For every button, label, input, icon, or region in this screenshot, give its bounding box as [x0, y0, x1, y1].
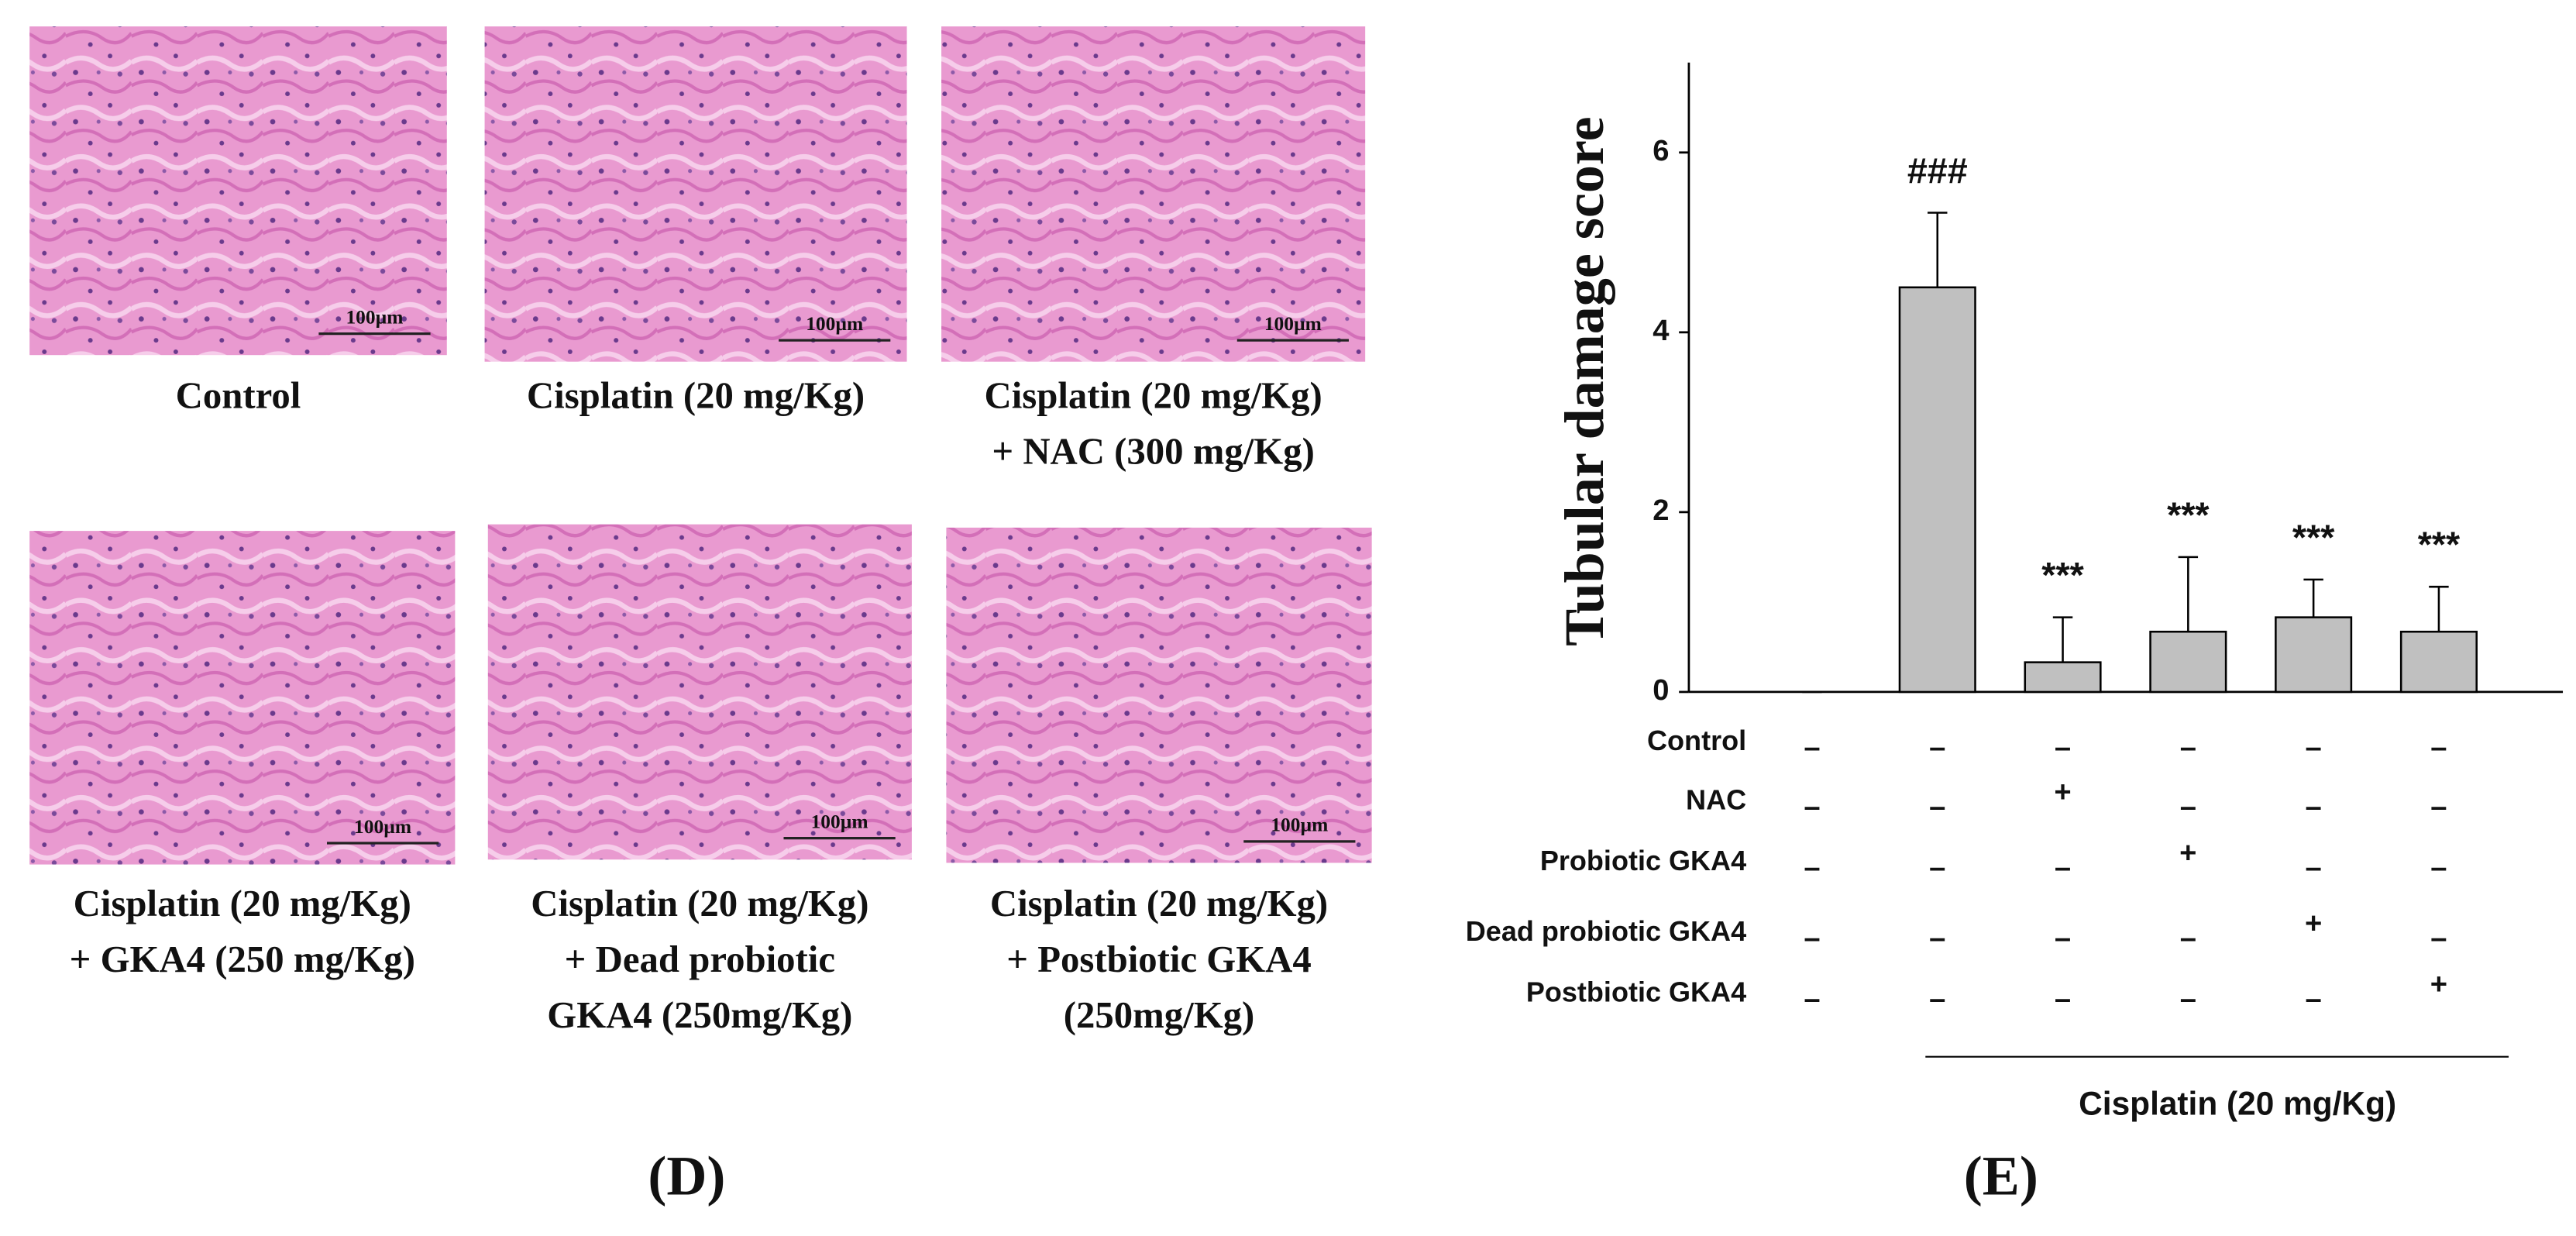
treatment-sign: –	[1929, 790, 1945, 824]
treatment-sign: +	[2179, 836, 2196, 869]
scale-label: 100µm	[346, 305, 403, 328]
treatment-sign: –	[1929, 731, 1945, 764]
treatment-sign: –	[2430, 851, 2447, 884]
scale-label: 100µm	[354, 815, 411, 838]
treatment-sign: –	[2055, 731, 2071, 764]
treatment-sign: –	[2306, 983, 2322, 1016]
treatment-name: Postbiotic GKA4	[1526, 976, 1746, 1008]
image-caption: Control	[176, 375, 301, 417]
panel-label: (D)	[648, 1145, 725, 1207]
treatment-sign: –	[1804, 851, 1820, 884]
significance-label: ***	[2292, 517, 2335, 557]
scale-label: 100µm	[806, 312, 863, 335]
treatment-sign: –	[1804, 983, 1820, 1016]
bar	[2024, 661, 2102, 694]
image-caption: Cisplatin (20 mg/Kg)	[990, 883, 1328, 924]
significance-label: ***	[2418, 525, 2461, 565]
treatment-sign: –	[1929, 983, 1945, 1016]
treatment-sign: –	[2430, 921, 2447, 955]
scale-label: 100µm	[811, 810, 868, 832]
histology-image	[946, 527, 1372, 863]
image-caption: Cisplatin (20 mg/Kg)	[527, 375, 865, 417]
treatment-sign: –	[2430, 790, 2447, 824]
histology-image	[487, 524, 912, 860]
treatment-name: NAC	[1686, 784, 1746, 816]
treatment-sign: +	[2305, 907, 2322, 940]
treatment-sign: +	[2054, 775, 2071, 808]
significance-label: ***	[2167, 494, 2210, 535]
y-tick-label: 4	[1653, 314, 1670, 347]
treatment-sign: –	[2430, 731, 2447, 764]
histology-image	[484, 26, 907, 362]
bar	[2275, 616, 2353, 694]
significance-label: ***	[2041, 555, 2084, 595]
treatment-sign: –	[2055, 983, 2071, 1016]
scale-label: 100µm	[1264, 312, 1322, 335]
histology-image	[29, 531, 456, 865]
treatment-sign: –	[2180, 790, 2196, 824]
group-label: Cisplatin (20 mg/Kg)	[2079, 1086, 2396, 1122]
treatment-sign: –	[1929, 851, 1945, 884]
image-caption: Cisplatin (20 mg/Kg)	[74, 883, 411, 924]
treatment-sign: –	[1804, 731, 1820, 764]
treatment-sign: +	[2430, 968, 2447, 1001]
treatment-sign: –	[2180, 983, 2196, 1016]
treatment-sign: –	[2055, 921, 2071, 955]
treatment-name: Dead probiotic GKA4	[1466, 915, 1746, 947]
treatment-name: Probiotic GKA4	[1540, 845, 1746, 876]
treatment-sign: –	[2306, 790, 2322, 824]
histology-image	[29, 26, 447, 356]
image-caption: + Postbiotic GKA4	[1006, 938, 1312, 980]
treatment-name: Control	[1647, 725, 1746, 756]
treatment-sign: –	[1804, 790, 1820, 824]
image-caption: Cisplatin (20 mg/Kg)	[531, 883, 868, 924]
bar	[1898, 286, 1976, 694]
image-caption: + NAC (300 mg/Kg)	[992, 431, 1315, 473]
image-caption: + Dead probiotic	[565, 938, 835, 980]
treatment-sign: –	[2306, 851, 2322, 884]
bar	[2399, 630, 2478, 694]
image-caption: + GKA4 (250 mg/Kg)	[70, 938, 415, 980]
scale-label: 100µm	[1271, 814, 1328, 836]
significance-label: ###	[1907, 150, 1968, 191]
panel-label: (E)	[1964, 1145, 2038, 1207]
treatment-sign: –	[2180, 731, 2196, 764]
y-axis-title: Tubular damage score	[1553, 116, 1615, 646]
image-caption: GKA4 (250mg/Kg)	[547, 994, 852, 1036]
bar	[2149, 630, 2227, 694]
treatment-sign: –	[1929, 921, 1945, 955]
y-tick-label: 2	[1653, 494, 1669, 527]
treatment-sign: –	[2055, 851, 2071, 884]
image-caption: (250mg/Kg)	[1064, 994, 1255, 1036]
treatment-sign: –	[2180, 921, 2196, 955]
y-tick-label: 6	[1653, 134, 1669, 167]
histology-image	[941, 26, 1366, 362]
image-caption: Cisplatin (20 mg/Kg)	[985, 375, 1322, 417]
treatment-sign: –	[2306, 731, 2322, 764]
treatment-sign: –	[1804, 921, 1820, 955]
y-tick-label: 0	[1653, 673, 1669, 707]
